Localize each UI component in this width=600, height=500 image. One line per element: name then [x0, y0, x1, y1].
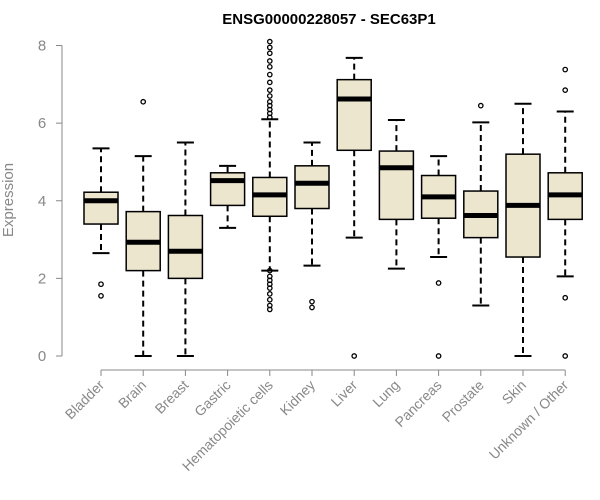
- x-tick-label-bladder: Bladder: [62, 377, 108, 423]
- outlier-bladder-1: [98, 292, 104, 299]
- chart-title: ENSG00000228057 - SEC63P1: [222, 11, 435, 28]
- y-axis-label: Expression: [0, 163, 17, 237]
- outlier-hematopoietic-cells-1: [266, 44, 273, 51]
- outlier-hematopoietic-cells-14: [266, 267, 273, 274]
- outlier-hematopoietic-cells-22: [266, 306, 273, 313]
- y-tick-label-2: 2: [38, 270, 46, 287]
- x-tick-label-breast: Breast: [152, 377, 192, 417]
- x-tick-label-brain: Brain: [115, 377, 149, 411]
- outlier-unknown-other-3: [562, 353, 569, 359]
- outlier-bladder-0: [98, 281, 104, 288]
- box-lung: [378, 150, 415, 221]
- outlier-unknown-other-2: [562, 294, 569, 301]
- outlier-hematopoietic-cells-6: [266, 79, 273, 86]
- x-tick-label-lung: Lung: [369, 377, 402, 410]
- outlier-hematopoietic-cells-8: [266, 93, 273, 99]
- box-gastric: [209, 172, 246, 207]
- outlier-liver-0: [351, 353, 358, 359]
- outlier-hematopoietic-cells-3: [266, 58, 273, 64]
- x-tick-label-liver: Liver: [328, 377, 361, 410]
- x-tick-label-kidney: Kidney: [277, 377, 319, 419]
- outlier-unknown-other-0: [562, 66, 569, 73]
- box-kidney: [294, 165, 330, 210]
- outlier-hematopoietic-cells-18: [266, 285, 273, 291]
- outlier-hematopoietic-cells-13: [266, 114, 273, 121]
- outlier-hematopoietic-cells-7: [266, 87, 273, 93]
- box-liver: [336, 78, 372, 152]
- box-bladder: [83, 191, 119, 225]
- x-tick-label-skin: Skin: [499, 377, 530, 408]
- outlier-pancreas-0: [435, 280, 442, 286]
- x-tick-label-prostate: Prostate: [439, 377, 487, 425]
- outlier-hematopoietic-cells-2: [266, 50, 273, 57]
- outlier-kidney-1: [309, 304, 315, 311]
- outlier-pancreas-1: [435, 353, 442, 359]
- outlier-kidney-0: [309, 298, 315, 305]
- y-tick-label-6: 6: [38, 115, 46, 132]
- y-tick-label-8: 8: [38, 38, 46, 55]
- x-tick-label-unknown-other: Unknown / Other: [486, 377, 572, 463]
- y-tick-label-0: 0: [38, 348, 46, 365]
- x-tick-label-pancreas: Pancreas: [392, 377, 445, 430]
- outlier-hematopoietic-cells-5: [266, 71, 273, 78]
- outlier-prostate-0: [477, 102, 484, 109]
- outlier-unknown-other-1: [562, 87, 569, 93]
- box-breast: [167, 214, 204, 280]
- outlier-hematopoietic-cells-19: [266, 291, 273, 297]
- outlier-hematopoietic-cells-20: [266, 296, 273, 303]
- outlier-brain-0: [140, 98, 147, 105]
- outlier-hematopoietic-cells-0: [266, 38, 273, 45]
- outlier-hematopoietic-cells-4: [266, 63, 273, 70]
- y-tick-label-4: 4: [38, 193, 46, 210]
